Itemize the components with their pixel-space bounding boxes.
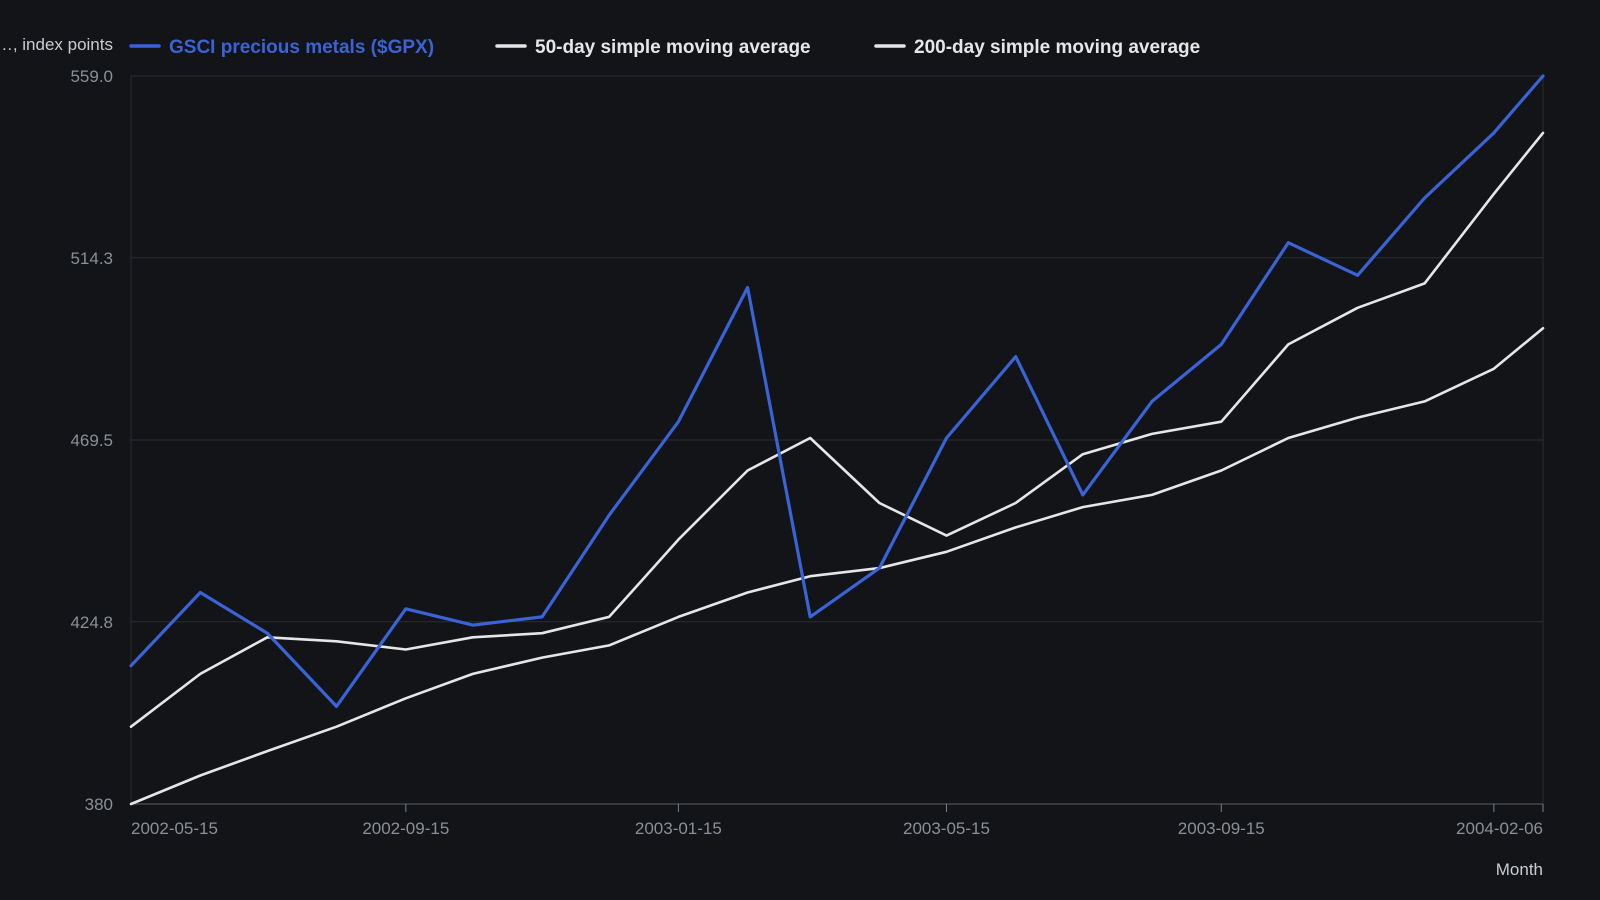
series-line-price <box>129 74 1545 709</box>
axes: 559.0 514.3 469.5 424.8 380 2002-05-15 2002-09… <box>0 35 1544 879</box>
legend: GSCI precious metals ($GPX) 50-day simple… <box>129 37 1200 58</box>
x-tick-label: 2002-09-15 <box>362 819 449 838</box>
legend-label: 200-day simple moving average <box>914 37 1200 58</box>
series-lines <box>129 74 1545 806</box>
x-axis-title: Month <box>1496 860 1543 879</box>
legend-label: 50-day simple moving average <box>535 37 811 58</box>
y-axis-title: …, index points <box>0 35 113 54</box>
legend-label: GSCI precious metals ($GPX) <box>169 37 434 58</box>
x-tick-label: 2003-01-15 <box>635 819 722 838</box>
y-tick-label: 380 <box>85 795 113 814</box>
x-tick-label: 2002-05-15 <box>131 819 218 838</box>
y-tick-label: 514.3 <box>70 249 113 268</box>
x-tick-label: 2003-05-15 <box>903 819 990 838</box>
series-line-sma50 <box>129 131 1545 729</box>
y-tick-label: 559.0 <box>70 67 113 86</box>
series-line-sma200 <box>129 326 1545 806</box>
x-tick-label: 2003-09-15 <box>1178 819 1265 838</box>
y-tick-label: 424.8 <box>70 613 113 632</box>
x-tick-label: 2004-02-06 <box>1456 819 1543 838</box>
y-tick-label: 469.5 <box>70 431 113 450</box>
